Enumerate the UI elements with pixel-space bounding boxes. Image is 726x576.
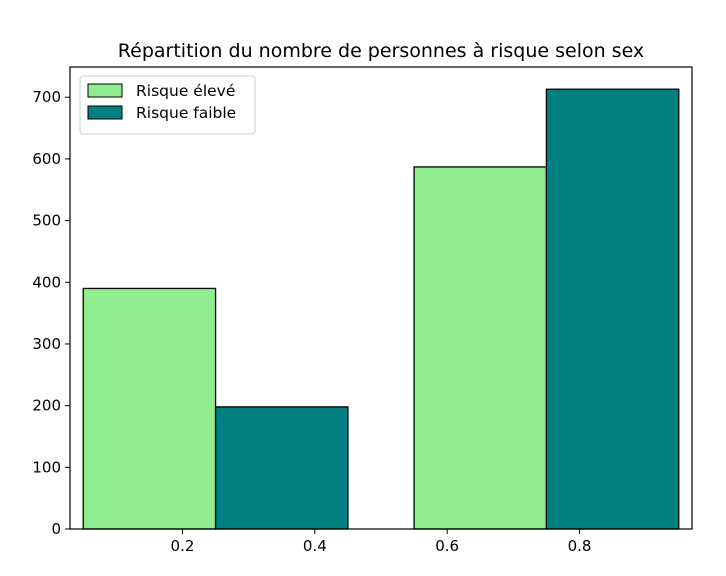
plot-frame xyxy=(69,66,693,530)
y-tick-label: 300 xyxy=(32,335,61,353)
legend: Risque élevé Risque faible xyxy=(79,75,256,135)
legend-box xyxy=(79,75,256,135)
ticks-layer: 0.2 0.4 0.6 0.8 0 100 200 300 400 500 600 700 xyxy=(32,88,591,555)
legend-swatch-risque-faible xyxy=(87,105,123,120)
bar-risque-faible-1 xyxy=(545,88,680,530)
x-tick-label: 0.4 xyxy=(303,537,327,555)
bars-layer xyxy=(82,88,680,530)
y-tick-label: 100 xyxy=(32,458,61,476)
y-tick-label: 200 xyxy=(32,397,61,415)
bar-risque-faible-0 xyxy=(214,406,349,530)
bar-risque-eleve-0 xyxy=(82,287,217,530)
bar-risque-eleve-1 xyxy=(413,166,548,530)
y-tick-label: 400 xyxy=(32,273,61,291)
y-tick-label: 600 xyxy=(32,150,61,168)
legend-swatch-risque-eleve xyxy=(87,83,123,98)
x-tick-label: 0.2 xyxy=(171,537,195,555)
legend-label-risque-faible: Risque faible xyxy=(136,104,236,122)
legend-label-risque-eleve: Risque élevé xyxy=(136,82,235,100)
x-tick-label: 0.6 xyxy=(435,537,459,555)
y-tick-label: 0 xyxy=(51,520,61,538)
chart-title: Répartition du nombre de personnes à ris… xyxy=(118,40,644,62)
y-tick-label: 700 xyxy=(32,88,61,106)
x-tick-label: 0.8 xyxy=(568,537,592,555)
y-tick-label: 500 xyxy=(32,212,61,230)
